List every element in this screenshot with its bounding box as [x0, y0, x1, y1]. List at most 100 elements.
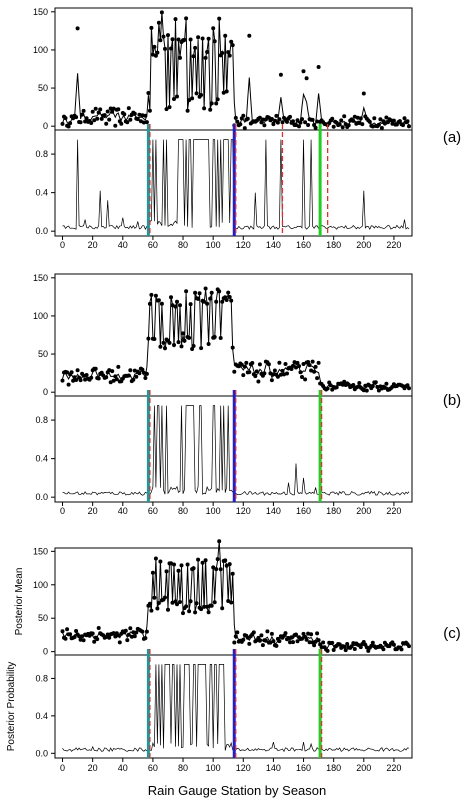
data-point	[339, 118, 344, 123]
data-point	[247, 33, 252, 38]
data-point	[161, 340, 166, 345]
x-tick-label: 220	[386, 506, 401, 516]
mean-y-tick-label: 0	[43, 387, 48, 397]
data-point	[199, 93, 204, 97]
x-tick-label: 140	[266, 240, 281, 250]
data-point	[241, 113, 246, 118]
data-point	[373, 380, 378, 385]
data-point	[167, 105, 172, 110]
data-point	[291, 363, 295, 368]
data-point	[232, 369, 237, 374]
data-point	[241, 373, 246, 378]
data-point	[172, 97, 176, 101]
x-tick-label: 160	[296, 506, 311, 516]
data-point	[197, 291, 202, 296]
panel-2: 0 50 100 150 0.0 0.4 0.8 0 20 40 60 80 100 120 140 160 1…	[33, 273, 461, 516]
x-tick-label: 40	[118, 506, 128, 516]
data-point	[163, 346, 167, 351]
data-point	[245, 635, 250, 640]
data-point	[331, 124, 336, 129]
data-point	[215, 557, 220, 562]
data-point	[68, 121, 73, 126]
data-point	[203, 558, 208, 563]
data-point	[149, 25, 154, 30]
data-point	[235, 630, 240, 635]
data-point	[170, 303, 175, 308]
data-point	[193, 610, 198, 615]
data-point	[295, 360, 300, 365]
data-point	[90, 109, 95, 114]
data-point	[297, 364, 301, 369]
data-point	[375, 385, 380, 389]
data-point	[155, 606, 160, 611]
data-point	[295, 118, 300, 123]
data-point	[289, 635, 294, 640]
data-point	[159, 301, 164, 306]
data-point	[107, 117, 112, 122]
data-point	[190, 96, 195, 101]
data-point	[178, 303, 182, 308]
data-point	[161, 34, 166, 39]
data-point	[269, 631, 274, 636]
data-point	[72, 635, 77, 639]
data-point	[300, 375, 304, 379]
data-point	[235, 119, 240, 124]
data-point	[104, 121, 109, 126]
data-point	[313, 639, 318, 644]
data-point	[191, 566, 196, 571]
data-point	[122, 112, 127, 117]
data-point	[352, 114, 357, 119]
data-point	[69, 370, 74, 375]
data-point	[289, 367, 294, 371]
data-point	[217, 539, 222, 544]
data-point	[74, 115, 79, 120]
mean-y-tick-label: 150	[33, 7, 48, 17]
data-point	[208, 107, 213, 112]
data-point	[257, 362, 262, 367]
data-point	[188, 37, 193, 42]
data-point	[278, 72, 283, 77]
x-tick-label: 200	[356, 240, 371, 250]
data-point	[291, 119, 295, 124]
data-point	[227, 562, 232, 567]
data-point	[188, 302, 193, 307]
data-point	[325, 386, 330, 391]
data-point	[96, 626, 101, 630]
data-point	[366, 648, 371, 653]
data-point	[182, 338, 187, 343]
panel-label: (c)	[443, 625, 461, 642]
data-point	[200, 560, 205, 565]
mean-y-tick-label: 100	[33, 45, 48, 55]
data-point	[74, 629, 79, 633]
data-point	[128, 626, 133, 631]
data-point	[325, 648, 330, 653]
data-point	[268, 371, 273, 376]
data-point	[184, 604, 189, 609]
data-point	[81, 108, 86, 113]
data-point	[203, 286, 208, 291]
data-point	[280, 120, 285, 125]
mean-y-tick-label: 50	[38, 83, 48, 93]
data-point	[226, 599, 231, 603]
data-point	[184, 289, 189, 294]
data-point	[144, 629, 149, 634]
data-point	[351, 383, 356, 387]
x-tick-label: 80	[178, 763, 188, 773]
data-point	[169, 561, 173, 566]
data-point	[110, 109, 115, 114]
data-point	[301, 69, 306, 74]
data-point	[111, 106, 116, 111]
data-point	[144, 371, 149, 376]
data-point	[143, 113, 148, 118]
data-point	[221, 90, 226, 95]
data-point	[241, 637, 246, 642]
data-point	[306, 631, 311, 636]
data-point	[245, 116, 250, 121]
data-point	[402, 116, 407, 121]
data-point	[268, 640, 273, 645]
data-point	[196, 296, 201, 301]
data-point	[175, 602, 179, 607]
data-point	[196, 35, 201, 40]
mean-y-tick-label: 100	[33, 580, 48, 590]
data-point	[150, 52, 155, 57]
